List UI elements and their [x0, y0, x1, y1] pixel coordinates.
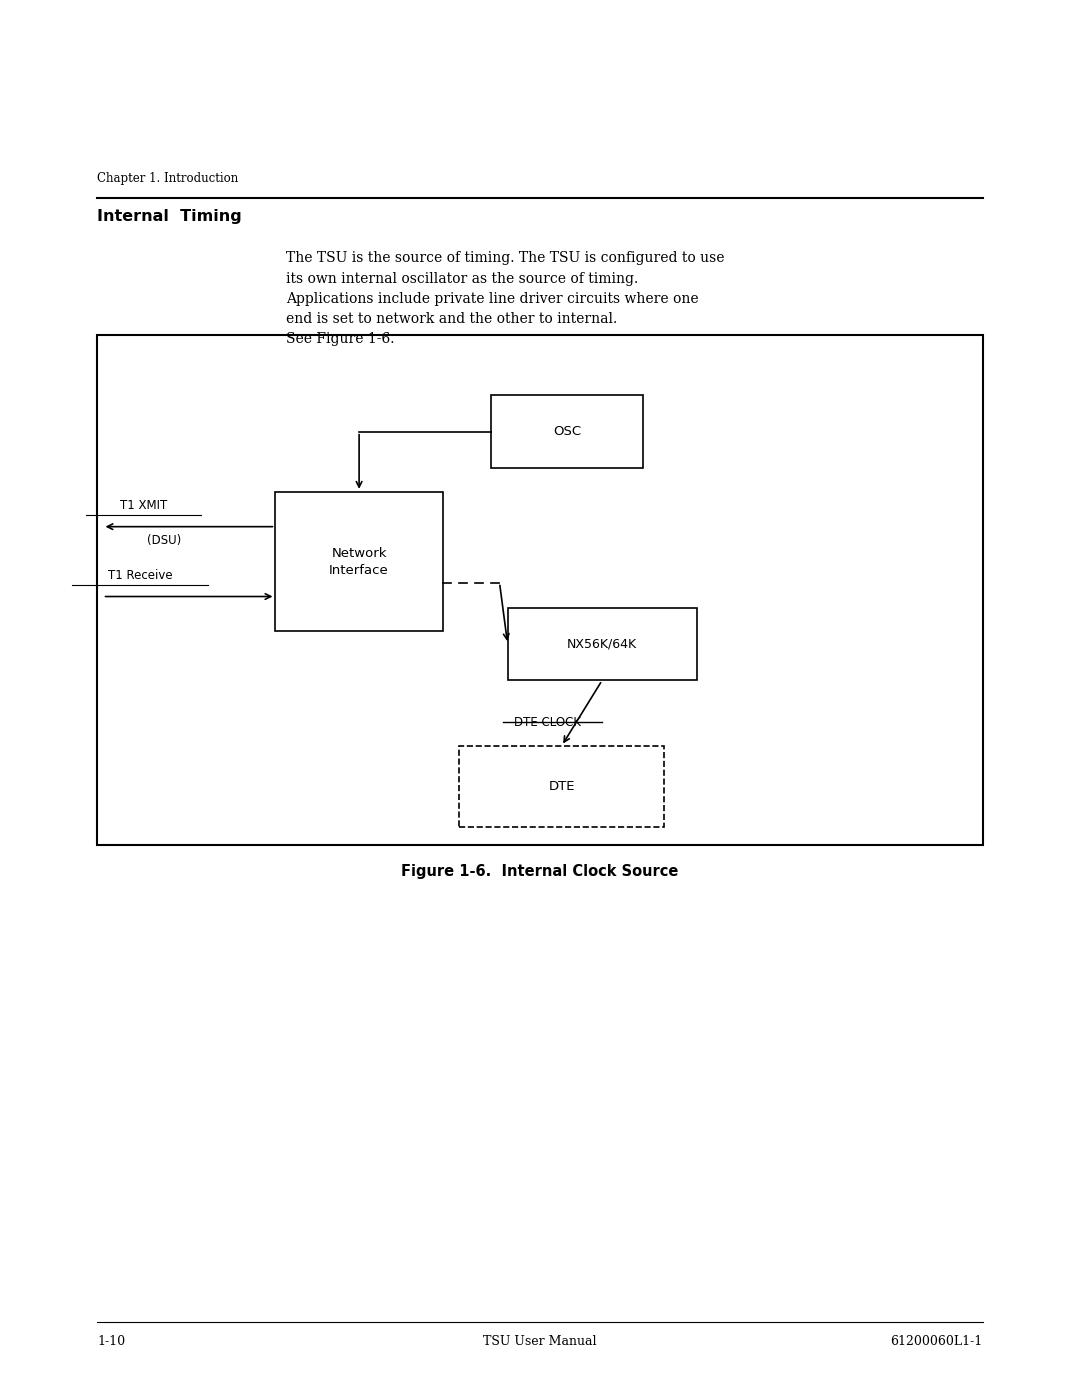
Bar — [491, 395, 643, 468]
Text: Chapter 1. Introduction: Chapter 1. Introduction — [97, 172, 239, 184]
Bar — [97, 335, 983, 845]
Text: T1 XMIT: T1 XMIT — [120, 499, 167, 513]
Text: Figure 1-6.  Internal Clock Source: Figure 1-6. Internal Clock Source — [402, 865, 678, 879]
Bar — [275, 492, 443, 631]
Text: 1-10: 1-10 — [97, 1334, 125, 1348]
Text: Internal  Timing: Internal Timing — [97, 208, 242, 224]
Text: The TSU is the source of timing. The TSU is configured to use
its own internal o: The TSU is the source of timing. The TSU… — [286, 251, 725, 345]
Text: TSU User Manual: TSU User Manual — [483, 1334, 597, 1348]
Text: Network
Interface: Network Interface — [329, 546, 389, 577]
Text: OSC: OSC — [553, 425, 581, 439]
Text: NX56K/64K: NX56K/64K — [567, 637, 637, 651]
Text: DTE: DTE — [549, 780, 575, 793]
Text: DTE CLOCK: DTE CLOCK — [514, 715, 581, 729]
Text: T1 Receive: T1 Receive — [108, 569, 173, 583]
Bar — [459, 746, 664, 827]
Bar — [508, 608, 697, 680]
Text: (DSU): (DSU) — [147, 534, 181, 548]
Text: 61200060L1-1: 61200060L1-1 — [891, 1334, 983, 1348]
